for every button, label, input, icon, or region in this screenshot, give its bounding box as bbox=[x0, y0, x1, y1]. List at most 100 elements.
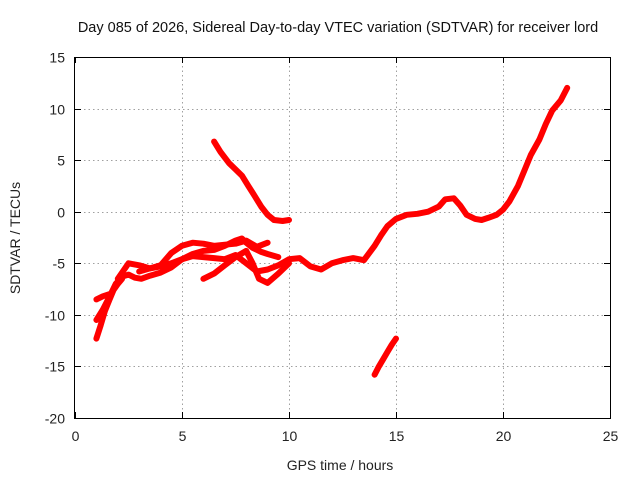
data-point bbox=[233, 166, 238, 172]
data-point bbox=[132, 275, 138, 281]
data-point bbox=[252, 193, 258, 199]
data-point bbox=[200, 254, 206, 260]
data-point bbox=[93, 336, 99, 342]
data-point bbox=[265, 280, 271, 286]
data-point bbox=[384, 349, 390, 355]
data-point bbox=[340, 257, 345, 263]
data-point bbox=[265, 240, 271, 246]
data-point bbox=[558, 97, 564, 103]
data-point bbox=[372, 372, 378, 378]
data-point bbox=[384, 223, 390, 229]
data-point bbox=[307, 263, 313, 269]
data-point bbox=[136, 262, 142, 268]
data-point bbox=[350, 255, 356, 261]
series-line-descending-arc bbox=[211, 138, 292, 224]
y-tick-label: 0 bbox=[57, 205, 65, 221]
data-point bbox=[106, 291, 112, 297]
data-point bbox=[457, 203, 463, 208]
data-point bbox=[280, 218, 286, 224]
data-point bbox=[528, 152, 534, 158]
x-tick-label: 25 bbox=[603, 428, 619, 444]
data-point bbox=[222, 262, 228, 268]
data-point bbox=[98, 322, 104, 328]
data-point bbox=[226, 160, 232, 166]
data-point bbox=[265, 212, 271, 218]
data-point bbox=[233, 254, 238, 260]
data-point bbox=[190, 251, 196, 257]
data-point bbox=[265, 267, 271, 272]
grid-lines bbox=[75, 57, 610, 418]
data-point bbox=[147, 273, 153, 279]
y-axis-label: SDTVAR / TECUs bbox=[7, 182, 23, 294]
x-tick-label: 0 bbox=[72, 428, 80, 444]
x-tick-label: 5 bbox=[179, 428, 187, 444]
data-point bbox=[243, 248, 249, 254]
data-point bbox=[138, 276, 144, 282]
data-point bbox=[111, 287, 116, 293]
y-tick-label: -15 bbox=[45, 359, 65, 375]
data-point bbox=[179, 256, 185, 262]
data-point bbox=[275, 271, 281, 277]
series-line-mid-band bbox=[136, 235, 282, 275]
data-point bbox=[147, 265, 153, 271]
data-point bbox=[93, 317, 99, 323]
data-point bbox=[239, 236, 245, 241]
data-point bbox=[250, 260, 256, 266]
data-point bbox=[200, 248, 206, 254]
axis-ticks bbox=[75, 57, 611, 419]
data-series bbox=[93, 84, 571, 378]
data-point bbox=[494, 212, 500, 218]
data-point bbox=[211, 271, 217, 277]
y-tick-labels: -20 -15 -10 -5 0 5 10 15 bbox=[45, 50, 65, 427]
data-point bbox=[258, 249, 264, 255]
x-tick-label: 20 bbox=[496, 428, 512, 444]
data-point bbox=[168, 260, 174, 266]
data-point bbox=[136, 269, 142, 274]
data-point bbox=[389, 342, 395, 348]
data-point bbox=[506, 198, 512, 204]
data-point bbox=[211, 255, 217, 261]
y-tick-label: 15 bbox=[49, 50, 65, 66]
data-point bbox=[115, 276, 121, 282]
y-tick-label: 10 bbox=[49, 102, 65, 118]
y-tick-label: -20 bbox=[45, 411, 65, 427]
data-point bbox=[250, 245, 256, 251]
data-point bbox=[190, 240, 196, 246]
data-point bbox=[222, 256, 228, 262]
data-point bbox=[286, 260, 292, 266]
data-point bbox=[245, 183, 251, 189]
data-point bbox=[211, 139, 217, 145]
x-tick-labels: 0 5 10 15 20 25 bbox=[72, 428, 619, 444]
data-point bbox=[233, 238, 238, 244]
data-point bbox=[106, 297, 112, 303]
data-point bbox=[485, 215, 491, 221]
data-point bbox=[168, 250, 174, 256]
data-point bbox=[536, 137, 542, 142]
data-point bbox=[258, 204, 264, 210]
data-point bbox=[472, 216, 478, 222]
data-point bbox=[329, 260, 335, 266]
data-point bbox=[318, 267, 324, 272]
data-point bbox=[243, 260, 249, 266]
data-point bbox=[115, 281, 121, 287]
data-point bbox=[297, 255, 303, 261]
data-point bbox=[102, 308, 108, 314]
data-point bbox=[425, 209, 431, 215]
data-point bbox=[93, 296, 99, 302]
data-point bbox=[286, 217, 292, 223]
series-line-low-hump bbox=[200, 247, 292, 286]
data-point bbox=[218, 149, 223, 155]
data-point bbox=[564, 85, 570, 91]
plot-frame bbox=[74, 57, 611, 419]
data-point bbox=[100, 293, 106, 299]
data-point bbox=[543, 121, 549, 127]
data-point bbox=[500, 207, 506, 213]
data-point bbox=[464, 212, 470, 218]
y-tick-label: 5 bbox=[57, 153, 65, 169]
data-point bbox=[200, 276, 206, 282]
data-point bbox=[521, 168, 527, 173]
data-point bbox=[442, 196, 448, 202]
data-point bbox=[393, 336, 399, 342]
data-point bbox=[265, 251, 271, 257]
